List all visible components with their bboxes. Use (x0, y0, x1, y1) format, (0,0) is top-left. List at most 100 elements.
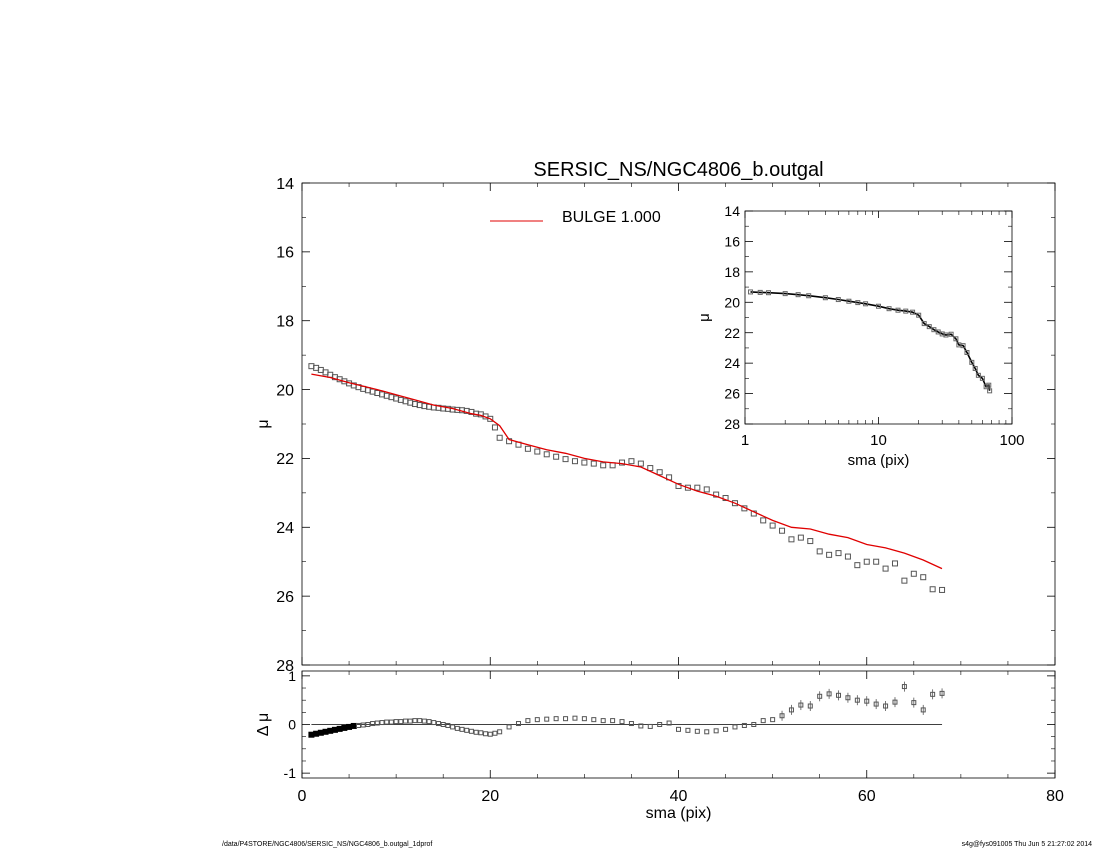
resid-ytick-label: 0 (288, 717, 296, 733)
inset-data-point (960, 343, 966, 349)
main-data-point (816, 548, 823, 555)
resid-data-point (591, 717, 597, 723)
main-data-point (722, 495, 729, 502)
resid-data-point (638, 723, 644, 729)
resid-data-point (873, 701, 879, 707)
main-ytick-label: 18 (276, 313, 294, 330)
main-data-point (524, 445, 531, 452)
main-data-point (656, 469, 663, 476)
resid-data-point (515, 721, 521, 727)
resid-data-point (483, 731, 489, 737)
main-data-point (788, 536, 795, 543)
main-data-point (863, 558, 870, 565)
inset-ytick-label: 24 (724, 355, 740, 371)
inset-ytick-label: 22 (724, 325, 740, 341)
main-data-point (901, 577, 908, 584)
main-data-point (731, 500, 738, 507)
resid-data-point (930, 691, 936, 697)
resid-data-point (360, 722, 366, 728)
resid-data-point (350, 722, 357, 729)
main-data-point (929, 586, 936, 593)
inset-data-point (926, 324, 932, 330)
main-data-point (543, 451, 550, 458)
inset-data-point (748, 289, 754, 295)
main-data-point (619, 459, 626, 466)
inset-data-point (876, 303, 881, 309)
resid-data-point (901, 684, 907, 690)
resid-data-point (845, 695, 851, 701)
inset-data-point (886, 306, 892, 312)
inset-frame (744, 210, 1013, 425)
inset-data-point (943, 332, 949, 338)
resid-data-point (379, 720, 385, 726)
resid-data-point (817, 693, 823, 699)
main-data-point (609, 462, 616, 469)
resid-data-point (798, 702, 804, 708)
resid-data-point (628, 721, 634, 727)
main-data-point (487, 415, 494, 422)
resid-data-point (313, 730, 320, 737)
inset-data-point (757, 289, 763, 295)
inset-data-point (948, 331, 954, 337)
resid-data-point (407, 718, 413, 724)
resid-data-point (454, 725, 460, 731)
resid-data-point (883, 703, 889, 709)
resid-data-point (534, 717, 540, 723)
resid-data-point (657, 722, 663, 727)
resid-data-point (421, 718, 427, 724)
resid-data-point (864, 698, 870, 704)
main-title: SERSIC_NS/NGC4806_b.outgal (533, 159, 823, 181)
inset-ytick-label: 14 (724, 203, 740, 219)
resid-xtick-label: 60 (858, 788, 876, 805)
inset-data-point (855, 300, 861, 306)
inset-data-point (975, 372, 981, 378)
inset-data-point (916, 312, 922, 318)
resid-data-point (374, 720, 380, 726)
resid-data-point (647, 723, 653, 729)
resid-xlabel: sma (pix) (646, 805, 712, 822)
inset-data-point (987, 388, 993, 394)
main-data-point (769, 522, 776, 529)
legend-label: BULGE 1.000 (562, 209, 661, 226)
resid-data-point (760, 718, 766, 724)
main-data-point (873, 558, 880, 565)
main-data-point (797, 534, 804, 541)
resid-data-point (779, 713, 785, 719)
resid-data-point (492, 730, 498, 736)
resid-xtick-label: 40 (670, 788, 688, 805)
resid-data-point (497, 729, 503, 735)
resid-data-point (694, 728, 700, 734)
main-data-point (939, 586, 946, 593)
resid-data-point (370, 721, 376, 727)
main-data-point (637, 460, 644, 467)
resid-data-point (854, 697, 860, 703)
inset-data-point (782, 291, 788, 297)
inset-data-point (903, 308, 909, 314)
resid-data-point (704, 729, 710, 735)
resid-data-point (553, 716, 559, 722)
resid-data-point (412, 718, 418, 724)
main-data-point (854, 562, 861, 569)
resid-data-point (355, 722, 361, 728)
resid-data-point (525, 718, 531, 724)
inset-data-point (972, 365, 978, 371)
resid-data-point (836, 692, 842, 698)
resid-data-point (506, 724, 512, 730)
resid-data-point (544, 716, 550, 722)
inset-data-point (921, 321, 927, 327)
main-data-point (600, 462, 607, 469)
resid-ytick-label: 1 (288, 668, 296, 684)
resid-data-point (892, 699, 898, 705)
main-data-point (835, 550, 842, 557)
inset-ytick-label: 26 (724, 386, 740, 402)
inset-data-point (822, 295, 828, 301)
resid-data-point (346, 723, 353, 730)
resid-data-point (440, 722, 446, 727)
inset-xtick-label: 10 (870, 432, 887, 449)
inset-data-point (986, 382, 992, 388)
inset-data-point (835, 297, 841, 303)
resid-data-point (610, 718, 616, 724)
resid-data-point (770, 717, 776, 723)
resid-data-point (473, 729, 479, 735)
main-data-point (675, 482, 682, 489)
